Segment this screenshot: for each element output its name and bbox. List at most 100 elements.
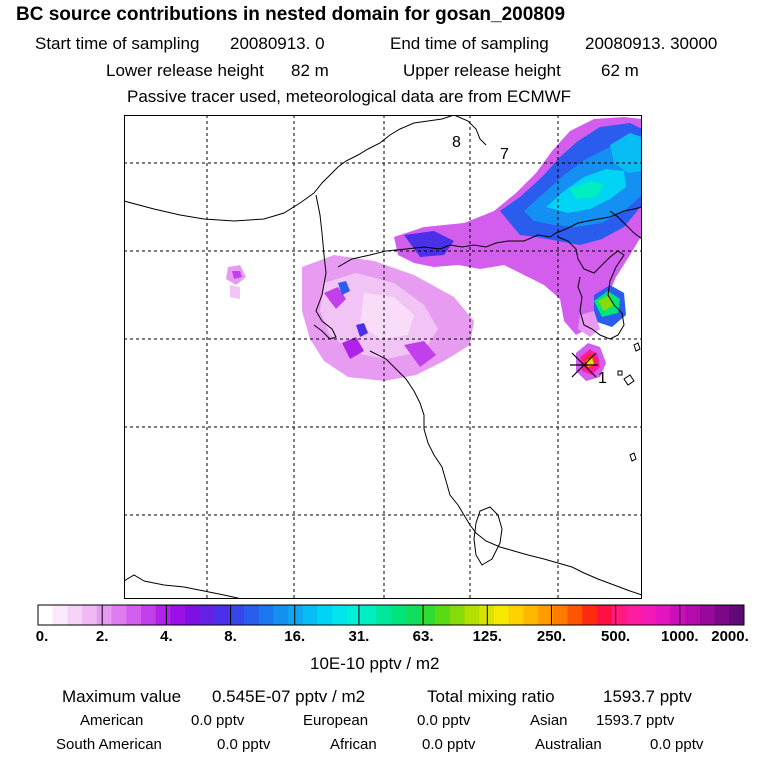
- colorbar-segment: [582, 605, 598, 625]
- colorbar-label: 125.: [472, 628, 502, 645]
- colorbar-segment: [243, 605, 260, 625]
- colorbar-label: 8.: [224, 628, 237, 645]
- sampling-end-value: 20080913. 30000: [585, 34, 718, 53]
- colorbar-segment: [538, 605, 554, 625]
- colorbar-segment: [302, 605, 318, 625]
- colorbar-border: [37, 604, 745, 626]
- colorbar-segment: [655, 605, 671, 625]
- colorbar-segment: [435, 605, 451, 625]
- colorbar-segment: [420, 605, 436, 625]
- region-value-european: 0.0 pptv: [417, 712, 471, 729]
- colorbar-segment: [391, 605, 407, 625]
- colorbar-segment: [140, 605, 157, 625]
- max-value: 0.545E-07 pptv / m2: [212, 687, 366, 706]
- colorbar-segment: [405, 605, 421, 625]
- colorbar-segment: [214, 605, 230, 625]
- colorbar-label: 31.: [348, 628, 370, 645]
- colorbar-segment: [332, 605, 348, 625]
- colorbar-segment: [361, 605, 377, 625]
- release-point-icon: [570, 352, 598, 378]
- lat-lon-grid: [124, 115, 642, 599]
- colorbar-segment: [699, 605, 716, 625]
- plume-northern-band: [394, 117, 642, 337]
- sampling-start-value: 20080913. 0: [230, 34, 325, 53]
- colorbar-label: 2000.: [711, 628, 749, 645]
- colorbar-segment: [376, 605, 392, 625]
- colorbar-label: 63.: [412, 628, 434, 645]
- region-value-african: 0.0 pptv: [422, 736, 476, 753]
- chart-title: BC source contributions in nested domain…: [16, 4, 566, 25]
- total-mixing-label: Total mixing ratio: [427, 687, 555, 706]
- colorbar-segment: [714, 605, 730, 625]
- colorbar-segment: [38, 605, 54, 625]
- coastlines: [124, 115, 642, 599]
- color-scale-bar: [37, 604, 745, 626]
- sampling-start-label: Start time of sampling: [35, 34, 200, 53]
- colorbar-segment: [229, 605, 245, 625]
- marker-label-7: 7: [500, 146, 509, 163]
- marker-label-1: 1: [598, 370, 607, 387]
- colorbar-segment: [508, 605, 524, 625]
- upper-release-value: 62 m: [601, 61, 639, 80]
- plume-isolated-west: [226, 265, 246, 299]
- colorbar-segment: [273, 605, 289, 625]
- colorbar-segment: [596, 605, 613, 625]
- region-name-european: European: [303, 712, 369, 729]
- colorbar-segment: [729, 605, 745, 625]
- colorbar-segment: [199, 605, 215, 625]
- region-value-asian: 1593.7 pptv: [596, 712, 675, 729]
- map-canvas: 8 7 1: [124, 115, 642, 599]
- colorbar-segment: [670, 605, 686, 625]
- colorbar-segment: [493, 605, 510, 625]
- colorbar-segment: [523, 605, 539, 625]
- colorbar-segment: [346, 605, 363, 625]
- colorbar-label: 250.: [536, 628, 567, 645]
- marker-label-8: 8: [452, 134, 461, 151]
- colorbar-segment: [111, 605, 127, 625]
- region-name-australian: Australian: [535, 736, 602, 753]
- region-name-american: American: [80, 712, 144, 729]
- colorbar-label: 2.: [95, 628, 109, 645]
- colorbar-units: 10E-10 pptv / m2: [310, 654, 440, 673]
- lower-release-value: 82 m: [291, 61, 329, 80]
- region-value-south-american: 0.0 pptv: [217, 736, 271, 753]
- map-border: [124, 115, 642, 599]
- colorbar-segment: [67, 605, 83, 625]
- colorbar-segment: [685, 605, 701, 625]
- plume-western: [302, 255, 474, 381]
- colorbar-label: 4.: [160, 628, 173, 645]
- map-panel: 8 7 1: [124, 115, 642, 599]
- colorbar-segment: [258, 605, 274, 625]
- region-value-american: 0.0 pptv: [191, 712, 245, 729]
- colorbar-segment: [185, 605, 201, 625]
- colorbar-segment: [449, 605, 466, 625]
- colorbar-segment: [464, 605, 480, 625]
- region-name-african: African: [330, 736, 377, 753]
- upper-release-label: Upper release height: [403, 61, 561, 80]
- concentration-field: [226, 117, 642, 381]
- region-name-south-american: South American: [56, 736, 162, 753]
- total-mixing-value: 1593.7 pptv: [603, 687, 692, 706]
- colorbar-label: 16.: [284, 628, 306, 645]
- colorbar-segment: [626, 605, 642, 625]
- region-name-asian: Asian: [530, 712, 568, 729]
- colorbar-segment: [317, 605, 333, 625]
- colorbar-label: 500.: [601, 628, 631, 645]
- colorbar-segment: [170, 605, 186, 625]
- colorbar-label: 1000.: [661, 628, 699, 645]
- colorbar-segment: [288, 605, 304, 625]
- colorbar-segment: [641, 605, 657, 625]
- colorbar-segment: [126, 605, 142, 625]
- tracer-note: Passive tracer used, meteorological data…: [127, 87, 572, 106]
- colorbar-segment: [52, 605, 68, 625]
- colorbar-segment: [567, 605, 583, 625]
- region-value-australian: 0.0 pptv: [650, 736, 704, 753]
- colorbar-segment: [552, 605, 568, 625]
- sampling-end-label: End time of sampling: [390, 34, 549, 53]
- max-value-label: Maximum value: [62, 687, 182, 706]
- colorbar-segment: [611, 605, 627, 625]
- colorbar-label: 0.: [35, 628, 49, 645]
- lower-release-label: Lower release height: [106, 61, 264, 80]
- colorbar-segment: [96, 605, 113, 625]
- colorbar-segment: [155, 605, 171, 625]
